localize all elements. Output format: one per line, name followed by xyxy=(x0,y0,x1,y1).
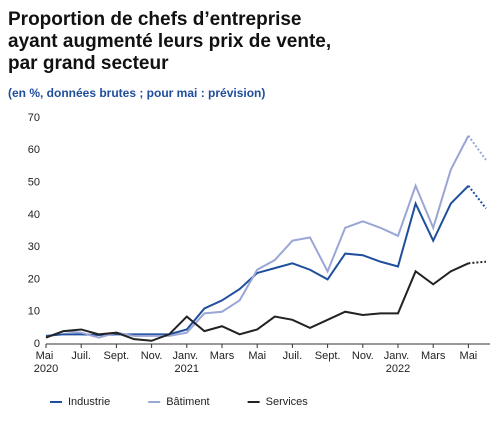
x-tick-label: Juil. xyxy=(71,350,91,362)
y-tick-label: 60 xyxy=(28,144,40,156)
x-tick-label: Sept. xyxy=(104,350,130,362)
x-tick-label: Janv. 2022 xyxy=(384,350,413,375)
x-tick-label: Mai xyxy=(460,350,478,362)
y-tick-label: 70 xyxy=(28,112,40,124)
legend-label: Bâtiment xyxy=(166,396,209,408)
y-tick-label: 0 xyxy=(34,338,40,350)
chart-title: ayant augmenté leurs prix de vente, xyxy=(8,31,331,52)
forecast-line xyxy=(467,135,487,161)
x-tick-label: Mai 2020 xyxy=(34,350,58,375)
y-tick-label: 30 xyxy=(28,241,40,253)
forecast-line xyxy=(467,185,487,210)
chart-subtitle: (en %, données brutes ; pour mai : prévi… xyxy=(8,86,265,100)
series-line xyxy=(45,185,470,337)
x-tick-label: Nov. xyxy=(352,350,374,362)
x-tick-label: Nov. xyxy=(141,350,163,362)
x-tick-label: Janv. 2021 xyxy=(173,350,202,375)
forecast-line xyxy=(468,260,487,265)
series-line xyxy=(45,262,469,342)
x-tick-label: Juil. xyxy=(283,350,303,362)
y-tick-label: 50 xyxy=(28,176,40,188)
x-tick-label: Mars xyxy=(421,350,446,362)
legend-label: Services xyxy=(266,396,309,408)
y-tick-label: 20 xyxy=(28,273,40,285)
legend-label: Industrie xyxy=(68,396,110,408)
x-tick-label: Mars xyxy=(210,350,235,362)
series-line xyxy=(45,135,470,339)
chart-title: Proportion de chefs d’entreprise xyxy=(8,9,302,30)
y-tick-label: 40 xyxy=(28,209,40,221)
chart-title: par grand secteur xyxy=(8,53,169,74)
x-tick-label: Sept. xyxy=(315,350,341,362)
y-tick-label: 10 xyxy=(28,306,40,318)
x-tick-label: Mai xyxy=(248,350,266,362)
